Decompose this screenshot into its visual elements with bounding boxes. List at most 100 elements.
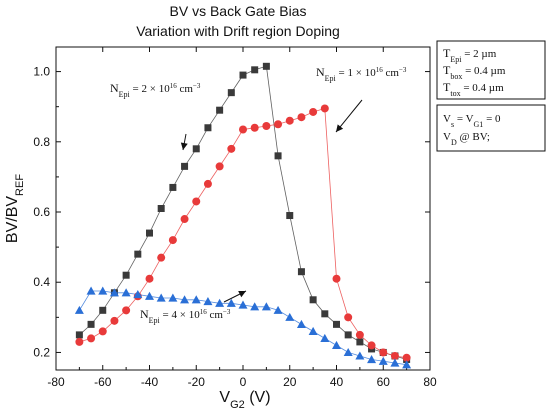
data-point — [274, 152, 282, 160]
x-tick-label: -60 — [94, 375, 112, 389]
data-point — [344, 331, 352, 339]
annotation-arrowhead — [336, 124, 344, 132]
data-point — [215, 298, 225, 307]
data-point — [285, 312, 295, 321]
data-point — [122, 271, 130, 279]
data-point — [122, 306, 131, 315]
y-axis-title: BV/BVREF — [4, 174, 26, 243]
data-point — [203, 179, 212, 188]
data-point — [227, 144, 236, 153]
data-point — [261, 302, 271, 311]
data-point — [203, 297, 213, 306]
data-point — [250, 302, 260, 311]
data-point — [238, 300, 248, 309]
bias-condition: Vs = VG1 = 0 — [443, 113, 501, 129]
data-point — [168, 293, 178, 302]
data-point — [250, 123, 259, 132]
series-layer — [74, 62, 412, 369]
chart-title: BV vs Back Gate Bias Variation with Drif… — [136, 3, 340, 39]
parameter-tox: Ttox = 0.4 µm — [443, 80, 504, 98]
data-point — [390, 358, 400, 367]
data-point — [333, 320, 340, 328]
parameters-box-border — [436, 40, 546, 100]
x-tick-label: -40 — [141, 375, 159, 389]
data-point — [216, 106, 224, 114]
data-point — [251, 66, 259, 74]
y-axis-label: BV/BVREF — [4, 174, 26, 243]
x-tick-label: -80 — [47, 375, 65, 389]
x-tick-label: 80 — [423, 375, 437, 389]
data-point — [332, 340, 341, 350]
data-point — [239, 71, 247, 79]
data-point — [146, 229, 153, 237]
annotation-layer: NEpi = 2 × 1016 cm−3 NEpi = 1 × 1016 cm−3… — [110, 65, 407, 325]
data-point — [355, 351, 365, 360]
x-tick-label: -20 — [188, 375, 206, 389]
data-point — [332, 274, 341, 283]
bias-box-border — [436, 104, 546, 152]
data-point — [109, 288, 119, 297]
parameter-box: Tbox = 0.4 µm — [443, 63, 506, 81]
annotation-n1e16: NEpi = 1 × 1016 cm−3 — [316, 65, 407, 83]
data-point — [285, 116, 294, 125]
chart-title-line: BV vs Back Gate Bias — [170, 3, 307, 19]
series-line-n1e16 — [79, 107, 407, 359]
y-tick-label: 0.8 — [33, 135, 50, 149]
data-point — [180, 295, 190, 304]
data-point — [169, 183, 177, 191]
data-point — [402, 360, 412, 369]
data-point — [75, 337, 84, 346]
data-point — [226, 298, 236, 307]
bias-box: Vs = VG1 = 0 VD @ BV; — [436, 104, 546, 152]
data-point — [273, 305, 283, 314]
data-point — [98, 286, 108, 295]
data-point — [296, 319, 306, 328]
data-point — [204, 124, 212, 132]
x-tick-label: 60 — [377, 375, 391, 389]
data-point — [309, 107, 318, 116]
x-tick-label: 20 — [283, 375, 297, 389]
data-point — [121, 288, 131, 297]
y-tick-label: 0.6 — [33, 205, 50, 219]
data-point — [75, 331, 83, 339]
bias-condition: VD @ BV; — [443, 131, 490, 147]
x-axis-title: VG2 (V) — [219, 389, 270, 411]
data-point — [320, 104, 329, 113]
data-point — [356, 338, 364, 346]
data-point — [379, 348, 388, 357]
series-n1e16 — [75, 104, 411, 362]
data-point — [286, 212, 294, 220]
data-point — [87, 334, 96, 343]
data-point — [134, 250, 142, 258]
data-point — [262, 121, 271, 130]
y-tick-label: 0.4 — [33, 275, 50, 289]
x-tick-label: 0 — [240, 375, 247, 389]
data-point — [145, 274, 154, 283]
data-point — [343, 347, 353, 357]
data-point — [297, 113, 306, 122]
data-point — [110, 316, 119, 325]
data-point — [74, 305, 84, 314]
series-line-n2e16 — [79, 65, 407, 360]
data-point — [367, 341, 376, 350]
data-point — [320, 333, 330, 343]
data-point — [156, 293, 166, 302]
data-point — [344, 313, 353, 322]
data-point — [87, 320, 95, 328]
annotation-n2e16: NEpi = 2 × 1016 cm−3 — [110, 81, 201, 99]
data-point — [227, 89, 235, 97]
data-point — [192, 197, 201, 206]
data-point — [86, 286, 96, 295]
series-n2e16 — [75, 62, 411, 363]
data-point — [133, 290, 143, 299]
data-point — [378, 356, 388, 365]
data-point — [402, 353, 411, 362]
data-point — [180, 215, 189, 224]
parameter-Epi: TEpi = 2 µm — [443, 46, 497, 64]
data-point — [297, 268, 305, 276]
data-point — [145, 291, 154, 300]
data-point — [367, 354, 377, 364]
data-point — [239, 125, 247, 134]
